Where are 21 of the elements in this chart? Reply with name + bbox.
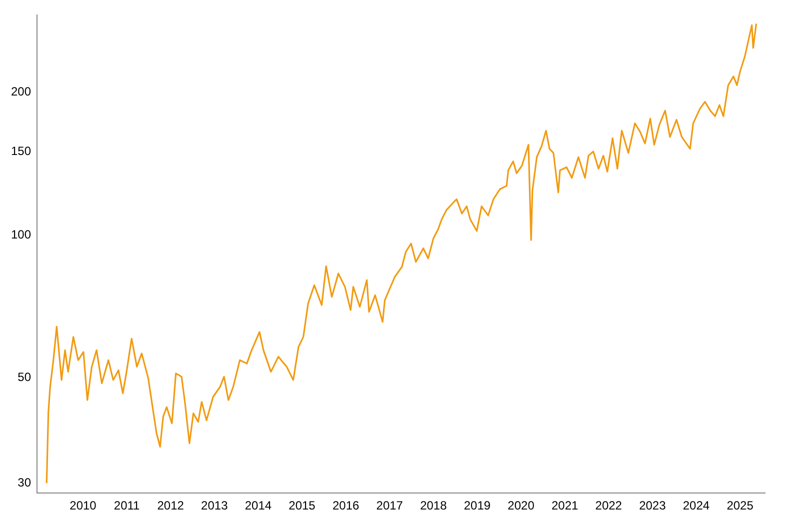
x-tick-label: 2020 — [508, 498, 535, 513]
x-tick-label: 2011 — [114, 498, 140, 513]
x-tick-label: 2018 — [420, 498, 448, 513]
x-tick-label: 2013 — [201, 498, 228, 513]
y-tick-label: 200 — [10, 84, 32, 99]
x-tick-label: 2019 — [464, 498, 491, 513]
x-tick-label: 2021 — [551, 498, 578, 513]
x-tick-label: 2023 — [639, 498, 666, 513]
x-tick-label: 2014 — [244, 498, 272, 513]
y-tick-label: 150 — [10, 144, 32, 158]
x-tick-label: 2012 — [157, 498, 184, 513]
x-tick-label: 2025 — [726, 498, 754, 513]
x-tick-label: 2010 — [70, 498, 97, 513]
x-tick-label: 2022 — [595, 498, 622, 513]
x-tick-label: 2016 — [332, 498, 360, 513]
x-tick-label: 2024 — [682, 498, 710, 513]
y-tick-label: 30 — [18, 475, 32, 490]
x-tick-label: 2015 — [288, 498, 316, 513]
x-tick-label: 2017 — [376, 498, 404, 513]
y-tick-label: 50 — [18, 370, 32, 384]
y-tick-label: 100 — [10, 227, 32, 242]
